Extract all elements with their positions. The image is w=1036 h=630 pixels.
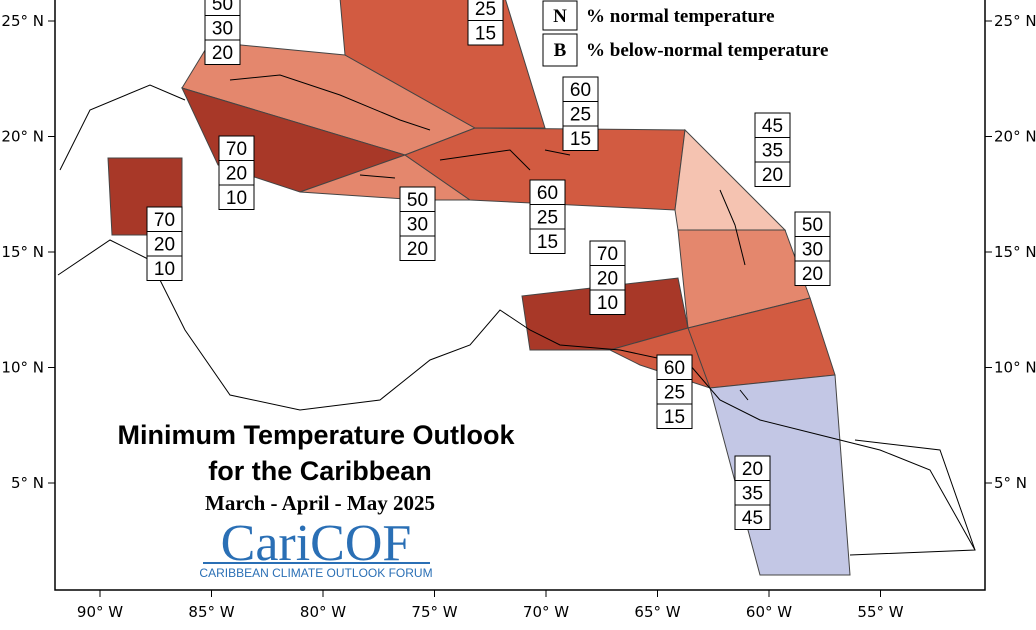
islands xyxy=(229,74,749,401)
prob-value: 15 xyxy=(475,24,496,45)
lon-tick-label: 70° W xyxy=(523,603,569,621)
prob-value: 15 xyxy=(664,407,685,428)
prob-value: 30 xyxy=(802,240,823,261)
prob-cell xyxy=(146,255,183,281)
prob-value: 70 xyxy=(226,139,247,160)
prob-value: 50 xyxy=(802,215,823,236)
prob-value: 70 xyxy=(597,244,618,265)
prob-value: 20 xyxy=(597,269,618,290)
lat-tick-label: 20° N xyxy=(994,128,1036,146)
prob-cell xyxy=(754,112,791,138)
prob-value: 35 xyxy=(742,484,763,505)
lat-tick-label: 15° N xyxy=(994,243,1036,261)
lat-tick-label: 10° N xyxy=(1,359,44,377)
prob-cell xyxy=(734,504,771,530)
prob-value: 30 xyxy=(212,19,233,40)
prob-cell xyxy=(399,186,436,212)
lon-tick-label: 55° W xyxy=(857,603,903,621)
legend-label: % normal temperature xyxy=(586,6,775,27)
prob-cell xyxy=(589,289,626,315)
legend-key: N xyxy=(553,6,567,27)
prob-value: 60 xyxy=(537,183,558,204)
title-line2: for the Caribbean xyxy=(208,456,432,486)
prob-value: 20 xyxy=(742,459,763,480)
lat-tick-label: 5° N xyxy=(11,474,44,492)
prob-value: 20 xyxy=(762,165,783,186)
prob-value: 10 xyxy=(226,188,247,209)
prob-value: 45 xyxy=(742,508,763,529)
prob-cell xyxy=(146,231,183,257)
prob-value: 45 xyxy=(762,116,783,137)
prob-cell xyxy=(529,228,566,254)
prob-value: 20 xyxy=(154,235,175,256)
prob-value: 25 xyxy=(475,0,496,20)
prob-value: 60 xyxy=(664,358,685,379)
prob-value: 10 xyxy=(597,293,618,314)
prob-cell xyxy=(589,265,626,291)
prob-value: 25 xyxy=(664,383,685,404)
lon-tick-label: 65° W xyxy=(634,603,680,621)
coastline xyxy=(57,84,976,551)
prob-value: 50 xyxy=(212,0,233,15)
legend-key: B xyxy=(554,40,567,61)
prob-cell xyxy=(794,236,831,262)
lon-tick-label: 85° W xyxy=(188,603,234,621)
lat-tick-label: 5° N xyxy=(994,474,1027,492)
lat-tick-label: 25° N xyxy=(1,12,44,30)
prob-cell xyxy=(467,20,504,46)
prob-cell xyxy=(794,260,831,286)
prob-value: 60 xyxy=(570,80,591,101)
prob-value: 25 xyxy=(570,105,591,126)
ticks: 90° W 85° W 80° W 75° W 70° W 65° W 60° W 55° W… xyxy=(1,12,1036,621)
lat-tick-label: 10° N xyxy=(994,359,1036,377)
prob-cell xyxy=(734,480,771,506)
prob-cell xyxy=(589,240,626,266)
region-labels: 50 30 20 25 15 70 20 10 50 30 20 60 25 15 70 20 10 45 35 20… xyxy=(146,0,831,530)
prob-value: 20 xyxy=(212,43,233,64)
prob-cell xyxy=(204,39,241,65)
prob-cell xyxy=(754,137,791,163)
prob-cell xyxy=(562,125,599,151)
coastlines xyxy=(57,74,976,556)
prob-value: 20 xyxy=(226,164,247,185)
title: Minimum Temperature Outlook xyxy=(117,420,515,450)
lon-tick-label: 60° W xyxy=(746,603,792,621)
lat-tick-label: 15° N xyxy=(1,243,44,261)
subtitle: March - April - May 2025 xyxy=(205,491,435,515)
prob-cell xyxy=(146,206,183,232)
lon-tick-label: 80° W xyxy=(300,603,346,621)
legend-label: % below-normal temperature xyxy=(586,40,828,61)
logo-tagline: CARIBBEAN CLIMATE OUTLOOK FORUM xyxy=(199,566,432,580)
prob-cell xyxy=(656,403,693,429)
legend: N % normal temperature B % below-normal … xyxy=(542,0,828,67)
prob-value: 50 xyxy=(407,190,428,211)
prob-cell xyxy=(794,211,831,237)
lat-tick-label: 20° N xyxy=(1,128,44,146)
prob-cell xyxy=(399,235,436,261)
prob-cell xyxy=(218,184,255,210)
prob-value: 10 xyxy=(154,259,175,280)
prob-cell xyxy=(218,135,255,161)
legend-key-box xyxy=(542,33,578,67)
prob-cell xyxy=(754,161,791,187)
prob-cell xyxy=(562,101,599,127)
prob-cell xyxy=(734,455,771,481)
prob-value: 20 xyxy=(407,239,428,260)
prob-value: 15 xyxy=(537,232,558,253)
lon-tick-label: 75° W xyxy=(411,603,457,621)
prob-cell xyxy=(656,379,693,405)
prob-value: 70 xyxy=(154,210,175,231)
prob-value: 20 xyxy=(802,264,823,285)
lat-tick-label: 25° N xyxy=(994,12,1036,30)
prob-value: 30 xyxy=(407,215,428,236)
legend-key-box xyxy=(542,0,578,31)
prob-cell xyxy=(204,15,241,41)
border xyxy=(849,439,976,556)
prob-value: 25 xyxy=(537,208,558,229)
prob-value: 35 xyxy=(762,141,783,162)
lon-tick-label: 90° W xyxy=(77,603,123,621)
prob-value: 15 xyxy=(570,129,591,150)
